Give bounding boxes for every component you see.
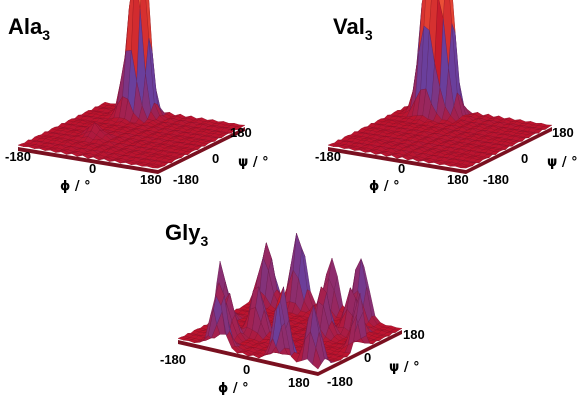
y-tick-label: 180 bbox=[552, 125, 574, 140]
x-axis-label: ϕ / ° bbox=[218, 381, 249, 396]
x-tick-label: 180 bbox=[140, 172, 162, 187]
panel-gly3: Gly3 -180 0 180 180 0 -180 ϕ / ° ψ / ° bbox=[160, 220, 425, 396]
surface-plot bbox=[327, 0, 553, 174]
panel-title: Val3 bbox=[333, 14, 373, 43]
x-tick-label: -180 bbox=[315, 149, 341, 164]
y-tick-label: 0 bbox=[364, 350, 371, 365]
y-tick-label: 0 bbox=[521, 151, 528, 166]
surface-facet bbox=[312, 347, 322, 370]
y-tick-label: 180 bbox=[403, 327, 425, 342]
surface-facet bbox=[460, 166, 470, 169]
x-tick-label: 0 bbox=[398, 161, 405, 176]
surface-facet bbox=[152, 166, 162, 169]
surface-base bbox=[178, 330, 402, 376]
y-tick-label: -180 bbox=[327, 374, 353, 389]
surface-plot bbox=[177, 233, 403, 376]
y-axis-label: ψ / ° bbox=[238, 155, 269, 170]
x-tick-label: 180 bbox=[447, 172, 469, 187]
panel-title: Gly3 bbox=[165, 220, 208, 249]
surface-base bbox=[328, 127, 552, 174]
surface-base bbox=[18, 127, 245, 174]
y-tick-label: 180 bbox=[230, 125, 252, 140]
panel-ala3: Ala3 -180 0 180 180 0 -180 ϕ / ° ψ / ° bbox=[5, 0, 269, 194]
x-tick-label: -180 bbox=[5, 149, 31, 164]
x-tick-label: -180 bbox=[160, 352, 186, 367]
panel-title: Ala3 bbox=[8, 14, 50, 43]
y-axis-label: ψ / ° bbox=[547, 155, 578, 170]
panel-val3: Val3 -180 0 180 180 0 -180 ϕ / ° ψ / ° bbox=[315, 0, 578, 194]
x-axis-label: ϕ / ° bbox=[369, 179, 400, 194]
y-tick-label: -180 bbox=[483, 172, 509, 187]
y-tick-label: 0 bbox=[212, 151, 219, 166]
surface-plot bbox=[17, 0, 246, 174]
x-tick-label: 0 bbox=[89, 161, 96, 176]
x-tick-label: 0 bbox=[243, 362, 250, 377]
y-axis-label: ψ / ° bbox=[389, 360, 420, 375]
x-tick-label: 180 bbox=[288, 375, 310, 390]
y-tick-label: -180 bbox=[173, 172, 199, 187]
x-axis-label: ϕ / ° bbox=[60, 179, 91, 194]
